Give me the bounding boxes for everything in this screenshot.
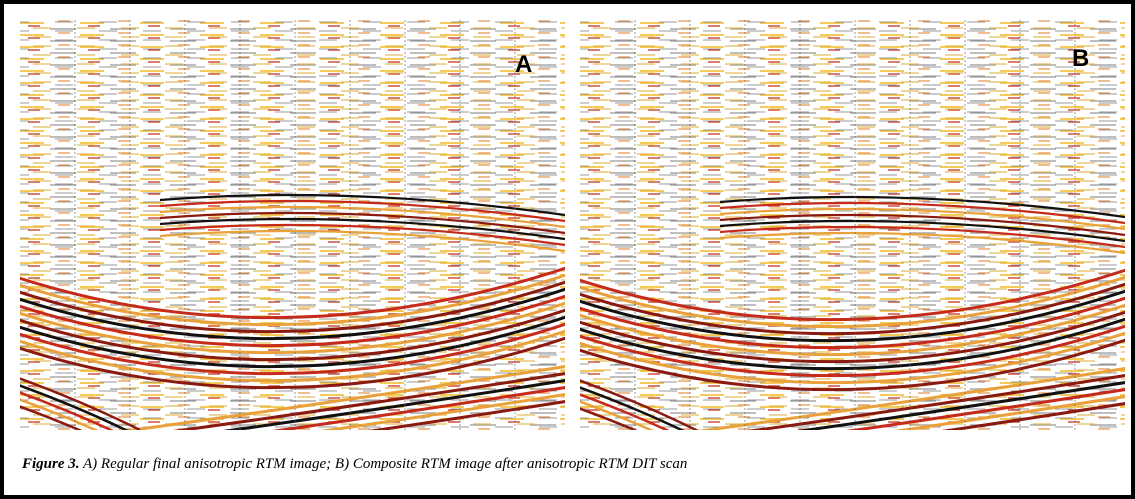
reflector [719,207,1125,231]
reflector [20,391,114,430]
reflector [580,338,1125,392]
reflector [580,303,1125,357]
reflector [580,400,654,430]
reflector [20,322,565,376]
reflector [580,282,1125,336]
seismic-image [580,20,1125,430]
reflector [159,223,565,247]
reflector [580,379,699,430]
reflector [20,398,99,430]
reflector [159,211,565,235]
reflector [20,280,565,334]
reflector [580,407,638,430]
reflector [20,308,565,362]
reflector [20,273,565,327]
reflector [159,229,565,253]
reflector [580,331,1125,385]
reflector [580,386,685,430]
panel-label: A [515,51,532,78]
reflector [696,367,1125,430]
reflector [796,381,1125,430]
reflector [580,289,1125,343]
reflector [580,275,1125,329]
reflector [320,393,565,430]
caption-label: Figure 3. [21,456,80,472]
reflector [580,317,1125,371]
reflector [894,395,1125,430]
reflector [20,329,565,383]
reflector [580,296,1125,350]
reflector [173,372,565,430]
reflector [20,405,83,430]
seismic-image [20,20,565,430]
reflector [719,231,1125,255]
reflector [719,195,1125,219]
reflector [941,402,1125,430]
reflector [580,268,1125,322]
reflector [20,336,565,390]
reflector [159,199,565,223]
reflector [20,266,565,320]
reflector [159,193,565,217]
caption-text: A) Regular final anisotropic RTM image; … [80,456,688,472]
reflector [368,400,565,430]
reflector [159,205,565,229]
reflector [20,301,565,355]
reflector [845,388,1125,430]
reflector [747,374,1125,430]
reflector [719,213,1125,237]
reflector [222,379,565,430]
reflector [159,217,565,241]
reflector [580,393,670,430]
reflector [20,287,565,341]
reflector [20,384,129,430]
reflector [20,315,565,369]
reflector [20,377,141,430]
figure-caption: Figure 3. A) Regular final anisotropic R… [21,456,687,472]
reflector [580,310,1125,364]
reflector [719,201,1125,225]
reflector [719,225,1125,249]
reflector [122,365,565,430]
reflector [580,324,1125,378]
panel-label: B [1072,45,1089,72]
reflector [20,294,565,348]
reflector [719,219,1125,243]
reflector [271,386,565,430]
